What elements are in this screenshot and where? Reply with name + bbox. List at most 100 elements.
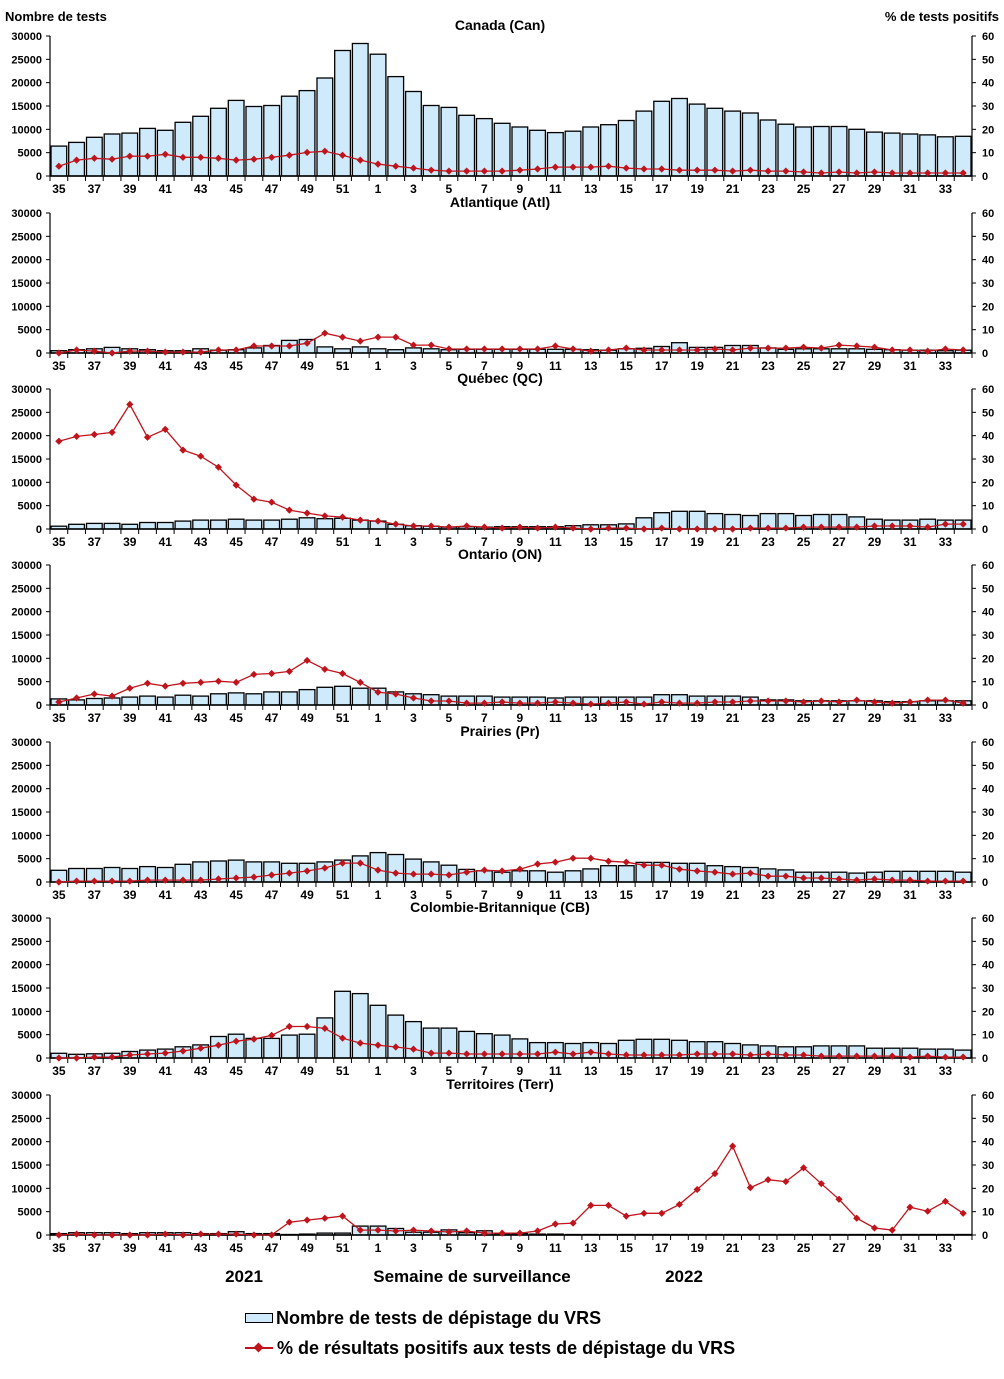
- x-axis-tick-label: 3: [410, 535, 417, 549]
- x-axis-tick-label: 31: [903, 1241, 917, 1255]
- marker-pct-positive: [516, 1050, 524, 1058]
- x-axis-tick-label: 13: [584, 182, 598, 196]
- left-axis-tick-label: 5000: [18, 148, 42, 160]
- left-axis-tick-label: 10000: [11, 653, 42, 665]
- left-axis-tick-label: 15000: [11, 1160, 42, 1172]
- marker-pct-positive: [321, 864, 329, 872]
- x-axis-tick-label: 41: [159, 1064, 173, 1078]
- bar-tests: [121, 696, 139, 706]
- x-axis-tick-label: 35: [52, 1064, 66, 1078]
- left-axis-tick-label: 0: [36, 877, 42, 889]
- marker-pct-positive: [161, 876, 169, 884]
- left-axis-tick-label: 15000: [11, 983, 42, 995]
- marker-pct-positive: [250, 1035, 258, 1043]
- marker-pct-positive: [675, 525, 684, 533]
- bar-tests: [369, 1004, 387, 1059]
- x-axis-tick-label: 37: [88, 182, 102, 196]
- marker-pct-positive: [729, 1050, 737, 1058]
- x-axis-tick-label: 51: [336, 1064, 350, 1078]
- line-pct-positive: [58, 403, 964, 530]
- marker-pct-positive: [498, 698, 506, 706]
- marker-pct-positive: [693, 1050, 701, 1058]
- left-axis-tick-label: 5000: [18, 501, 42, 513]
- marker-pct-positive: [268, 153, 276, 161]
- marker-pct-positive: [55, 1231, 63, 1239]
- left-axis-tick-label: 0: [36, 524, 42, 536]
- marker-pct-positive: [569, 1219, 577, 1227]
- bar-tests: [174, 121, 192, 177]
- marker-pct-positive: [480, 866, 489, 874]
- marker-pct-positive: [356, 1226, 364, 1234]
- x-axis-tick-label: 33: [939, 535, 953, 549]
- marker-pct-positive: [250, 1231, 258, 1239]
- marker-pct-positive: [516, 523, 524, 531]
- marker-pct-positive: [551, 163, 559, 171]
- left-axis-tick-label: 25000: [11, 231, 42, 243]
- marker-pct-positive: [622, 164, 630, 172]
- marker-pct-positive: [782, 167, 790, 175]
- x-axis-tick-label: 13: [584, 359, 598, 373]
- x-axis-tick-label: 29: [868, 888, 882, 902]
- marker-pct-positive: [409, 164, 418, 172]
- marker-pct-positive: [835, 875, 843, 883]
- x-axis-tick-label: 43: [194, 535, 208, 549]
- left-axis-tick-label: 20000: [11, 1137, 42, 1149]
- right-axis-tick-label: 10: [982, 148, 994, 160]
- x-axis-tick-label: 11: [549, 1064, 562, 1078]
- marker-pct-positive: [161, 1230, 169, 1238]
- right-axis-tick-label: 50: [982, 54, 994, 66]
- marker-pct-positive: [764, 1050, 772, 1058]
- marker-pct-positive: [782, 697, 790, 705]
- x-axis-tick-label: 21: [726, 1241, 740, 1255]
- marker-pct-positive: [516, 345, 524, 353]
- marker-pct-positive: [551, 698, 559, 706]
- bar-tests: [387, 75, 405, 177]
- x-axis-tick-label: 15: [620, 1064, 634, 1078]
- marker-pct-positive: [729, 698, 737, 706]
- x-axis-tick-label: 19: [691, 1064, 705, 1078]
- right-axis-tick-label: 40: [982, 78, 994, 90]
- right-axis-tick-label: 50: [982, 583, 994, 595]
- x-axis-tick-label: 39: [123, 888, 137, 902]
- marker-pct-positive: [622, 1212, 630, 1220]
- x-axis-tick-label: 49: [300, 535, 314, 549]
- right-axis-tick-label: 60: [982, 31, 994, 43]
- marker-pct-positive: [853, 169, 861, 177]
- x-axis-tick-label: 7: [481, 182, 488, 196]
- marker-pct-positive: [356, 678, 364, 686]
- left-axis-tick-label: 10000: [11, 301, 42, 313]
- right-axis-tick-label: 30: [982, 807, 994, 819]
- x-axis-tick-label: 45: [230, 182, 244, 196]
- marker-pct-positive: [711, 1050, 719, 1058]
- bar-tests: [440, 106, 458, 177]
- x-axis-tick-label: 13: [584, 1241, 598, 1255]
- marker-pct-positive: [445, 1228, 453, 1236]
- marker-pct-positive: [924, 1207, 932, 1215]
- marker-pct-positive: [729, 870, 737, 878]
- marker-pct-positive: [143, 1231, 152, 1239]
- x-axis-tick-label: 7: [481, 1064, 488, 1078]
- marker-pct-positive: [711, 868, 719, 876]
- marker-pct-positive: [817, 344, 825, 352]
- x-axis-tick-label: 25: [797, 1064, 811, 1078]
- marker-pct-positive: [250, 342, 258, 350]
- marker-pct-positive: [870, 343, 879, 351]
- x-axis-tick-label: 45: [230, 888, 244, 902]
- x-axis-tick-label: 45: [230, 711, 244, 725]
- marker-pct-positive: [498, 1050, 506, 1058]
- x-axis-tick-label: 25: [797, 182, 811, 196]
- marker-pct-positive: [268, 871, 276, 879]
- x-axis-tick-label: 49: [300, 888, 314, 902]
- marker-pct-positive: [445, 167, 453, 175]
- x-axis-tick-label: 35: [52, 711, 66, 725]
- marker-pct-positive: [409, 870, 418, 878]
- marker-pct-positive: [870, 1224, 879, 1232]
- left-axis-tick-label: 0: [36, 1053, 42, 1065]
- marker-pct-positive: [799, 523, 808, 531]
- marker-pct-positive: [374, 1041, 382, 1049]
- x-axis-tick-label: 17: [655, 535, 669, 549]
- marker-pct-positive: [941, 345, 950, 353]
- marker-pct-positive: [799, 698, 808, 706]
- x-axis-tick-label: 39: [123, 359, 137, 373]
